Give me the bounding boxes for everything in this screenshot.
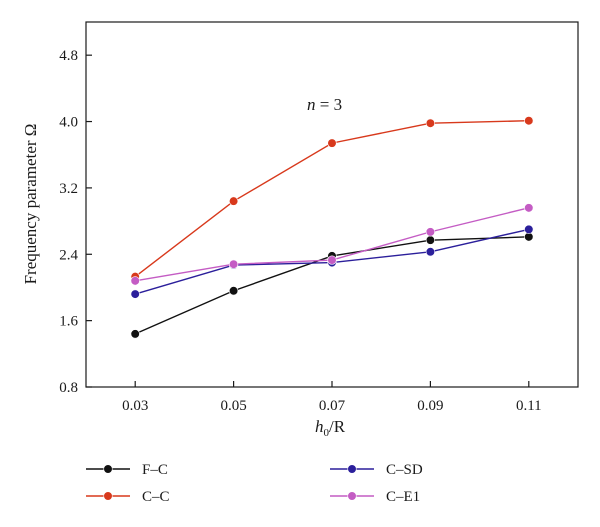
legend-item: C–SD <box>330 462 423 478</box>
data-point-f-c <box>425 235 436 245</box>
x-axis-title-main: h <box>315 417 324 436</box>
plot-frame <box>85 21 579 388</box>
y-axis-ticks: 0.8 1.6 2.4 3.2 4.0 4.8 <box>59 48 92 396</box>
legend-label: C–C <box>142 489 170 505</box>
y-axis-title: Frequency parameter Ω <box>21 124 40 285</box>
data-point-c-e1 <box>130 276 140 286</box>
data-point-c-sd <box>130 289 140 299</box>
series-c-e1 <box>130 203 534 286</box>
legend-swatch-marker <box>103 464 113 474</box>
data-point-c-c <box>229 196 239 206</box>
legend-label: F–C <box>142 462 168 478</box>
data-point-c-c <box>327 138 337 148</box>
data-point-c-e1 <box>524 203 534 213</box>
data-point-c-c <box>524 116 534 126</box>
legend-label: C–E1 <box>386 489 420 505</box>
y-tick-label: 1.6 <box>59 314 78 330</box>
data-point-c-e1 <box>229 259 239 269</box>
data-point-c-sd <box>425 247 436 257</box>
legend-item: C–C <box>86 489 170 505</box>
legend-label: C–SD <box>386 462 423 478</box>
series-layer <box>130 116 534 339</box>
data-point-c-e1 <box>327 255 337 265</box>
series-line-c-e1 <box>135 207 529 282</box>
legend-item: F–C <box>86 462 168 478</box>
data-point-c-sd <box>524 224 534 234</box>
series-f-c <box>130 232 534 339</box>
legend: F–C C–C C–SD C–E1 <box>86 462 423 505</box>
annotation-n-value: = 3 <box>316 95 343 114</box>
x-tick-label: 0.03 <box>122 398 148 414</box>
y-tick-label: 0.8 <box>59 380 78 396</box>
data-point-f-c <box>130 329 140 339</box>
data-point-c-e1 <box>425 227 436 237</box>
annotation-n-symbol: n <box>307 95 316 114</box>
x-axis-title: h0/R <box>315 417 346 439</box>
data-point-c-c <box>425 118 436 128</box>
x-tick-label: 0.09 <box>417 398 443 414</box>
y-tick-label: 4.0 <box>59 115 78 131</box>
y-tick-label: 4.8 <box>59 48 78 64</box>
x-tick-label: 0.05 <box>220 398 246 414</box>
x-axis-title-rest: /R <box>329 417 346 436</box>
data-point-f-c <box>229 286 239 296</box>
legend-item: C–E1 <box>330 489 420 505</box>
legend-swatch-marker <box>103 491 113 501</box>
y-tick-label: 3.2 <box>59 181 78 197</box>
annotation-n: n = 3 <box>307 95 342 114</box>
x-tick-label: 0.07 <box>319 398 346 414</box>
x-tick-label: 0.11 <box>516 398 542 414</box>
x-axis-ticks: 0.03 0.05 0.07 0.09 0.11 <box>122 381 542 414</box>
y-tick-label: 2.4 <box>59 247 78 263</box>
x-axis-title-subscript: 0 <box>323 427 329 439</box>
legend-swatch-marker <box>347 491 357 501</box>
legend-swatch-marker <box>347 464 357 474</box>
